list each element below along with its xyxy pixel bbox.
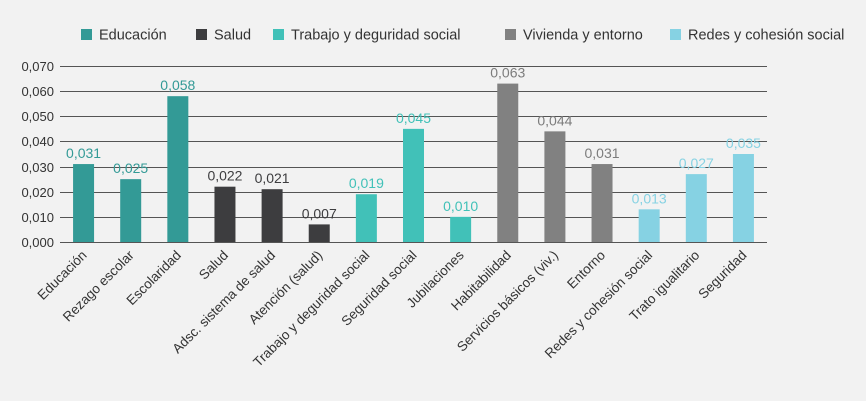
y-tick-label: 0,060 (21, 84, 54, 99)
data-label: 0,031 (585, 145, 620, 161)
legend: Educación Salud Trabajo y deguridad social… (81, 28, 844, 44)
data-label: 0,021 (255, 170, 290, 186)
bar (261, 189, 283, 242)
bar (73, 164, 95, 242)
data-label: 0,025 (113, 160, 148, 176)
data-label: 0,010 (443, 198, 478, 214)
data-label: 0,058 (160, 77, 195, 93)
bar (544, 131, 566, 242)
data-label: 0,019 (349, 175, 384, 191)
bar (450, 216, 472, 242)
legend-label: Trabajo y deguridad social (291, 28, 461, 44)
data-label: 0,007 (302, 205, 337, 221)
bar (591, 164, 613, 242)
y-tick-label: 0,010 (21, 210, 54, 225)
legend-swatch (505, 29, 516, 40)
bar (120, 179, 142, 242)
bar (355, 194, 377, 242)
legend-label: Vivienda y entorno (523, 28, 643, 44)
x-tick-label: Entorno (564, 248, 608, 292)
y-tick-label: 0,040 (21, 134, 54, 149)
data-label: 0,027 (679, 155, 714, 171)
bar (685, 174, 707, 242)
bar (497, 83, 519, 242)
bar (732, 154, 754, 242)
legend-swatch (196, 29, 207, 40)
legend-label: Educación (99, 28, 167, 44)
legend-label: Redes y cohesión social (688, 28, 844, 44)
data-label: 0,063 (490, 65, 525, 81)
bar (214, 186, 236, 242)
legend-swatch (273, 29, 284, 40)
data-labels: 0,031 0,025 0,058 0,022 0,021 0,007 0,019 0,045… (66, 65, 761, 222)
bar (167, 96, 189, 243)
data-label: 0,022 (207, 168, 242, 184)
legend-swatch (670, 29, 681, 40)
x-tick-label: Seguridad (695, 248, 749, 302)
y-tick-label: 0,020 (21, 185, 54, 200)
bars (73, 83, 754, 243)
bar (308, 224, 330, 242)
data-label: 0,045 (396, 110, 431, 126)
data-label: 0,044 (537, 112, 572, 128)
data-label: 0,013 (632, 190, 667, 206)
y-tick-label: 0,050 (21, 109, 54, 124)
x-tick-label: Salud (196, 248, 231, 283)
legend-swatch (81, 29, 92, 40)
bar (403, 128, 424, 242)
y-tick-label: 0,030 (21, 160, 54, 175)
bar (638, 209, 660, 242)
y-axis: 0,000 0,010 0,020 0,030 0,040 0,050 0,060 0,070 (21, 59, 54, 250)
y-tick-label: 0,000 (21, 235, 54, 250)
legend-label: Salud (214, 28, 251, 44)
y-tick-label: 0,070 (21, 59, 54, 74)
data-label: 0,031 (66, 145, 101, 161)
data-label: 0,035 (726, 135, 761, 151)
